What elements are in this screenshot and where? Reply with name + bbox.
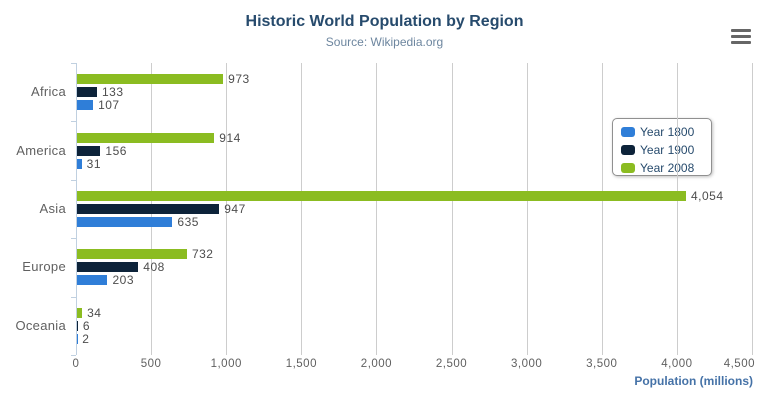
gridline [451,63,453,355]
x-axis-tick-label: 1,500 [285,358,317,370]
legend: Year 1800 Year 1900 Year 2008 [612,118,712,176]
data-label: 107 [98,98,120,113]
x-axis-title: Population (millions) [634,374,753,388]
data-label: 914 [219,130,241,145]
legend-label: Year 1900 [640,143,695,157]
context-menu-button[interactable] [727,24,755,48]
gridline [226,63,228,355]
bar[interactable] [77,191,686,201]
category-tick [71,63,76,64]
data-label: 635 [177,215,199,229]
gridline [601,63,603,355]
data-label: 4,054 [691,189,724,203]
chart-title: Historic World Population by Region [245,13,524,30]
legend-label: Year 1800 [640,125,695,139]
x-axis-tick-label: 3,500 [586,358,618,370]
data-label: 408 [143,260,165,275]
category-label: America [16,142,66,158]
data-label: 6 [82,318,91,333]
bar[interactable] [77,262,139,273]
bar[interactable] [77,100,94,111]
category-label: Oceania [15,317,66,333]
bar[interactable] [77,333,78,344]
legend-swatch-icon [621,145,635,155]
category-tick [71,179,76,181]
bar[interactable] [77,74,224,85]
category-tick [71,238,76,240]
data-label: 732 [191,247,214,262]
gridline [301,63,303,355]
data-label: 947 [224,202,246,216]
x-axis-tick-label: 2,500 [435,358,468,370]
x-axis-tick-label: 4,500 [723,358,755,370]
bar[interactable] [77,87,97,98]
category-tick [71,121,76,123]
hamburger-icon [731,28,751,44]
data-label: 133 [101,85,124,100]
legend-item[interactable]: Year 1800 [613,123,711,141]
x-axis-tick-label: 1,000 [210,358,242,370]
chart-subtitle: Source: Wikipedia.org [325,35,444,49]
category-tick [71,355,76,356]
x-axis-tick-label: 4,000 [661,358,693,370]
gridline [526,63,528,355]
data-label: 31 [86,156,102,171]
bar[interactable] [77,145,101,156]
data-label: 34 [87,305,102,320]
x-axis-tick-label: 0 [72,358,80,370]
category-label: Africa [30,84,66,100]
x-axis-tick-label: 2,000 [360,358,393,370]
category-label: Europe [22,259,66,275]
gridline [676,63,678,355]
bar[interactable] [77,217,173,227]
legend-swatch-icon [621,127,635,137]
legend-item[interactable]: Year 1900 [613,141,711,159]
legend-item[interactable]: Year 2008 [613,159,711,177]
x-axis-tick-label: 500 [140,358,162,370]
category-tick [71,296,76,298]
legend-swatch-icon [621,163,635,173]
bar[interactable] [77,249,187,260]
bar[interactable] [77,132,215,143]
x-axis-tick-label: 3,000 [511,358,543,370]
data-label: 973 [228,72,250,87]
data-label: 156 [105,143,127,158]
bar[interactable] [77,320,78,331]
y-axis-line [76,63,77,355]
bar[interactable] [77,204,220,214]
bar[interactable] [77,275,108,286]
data-label: 2 [82,331,90,346]
gridline [376,63,378,355]
data-label: 203 [112,273,135,288]
bar[interactable] [77,158,82,169]
gridline [752,63,753,355]
legend-label: Year 2008 [640,161,695,175]
category-label: Asia [39,201,66,216]
bar[interactable] [77,307,83,318]
